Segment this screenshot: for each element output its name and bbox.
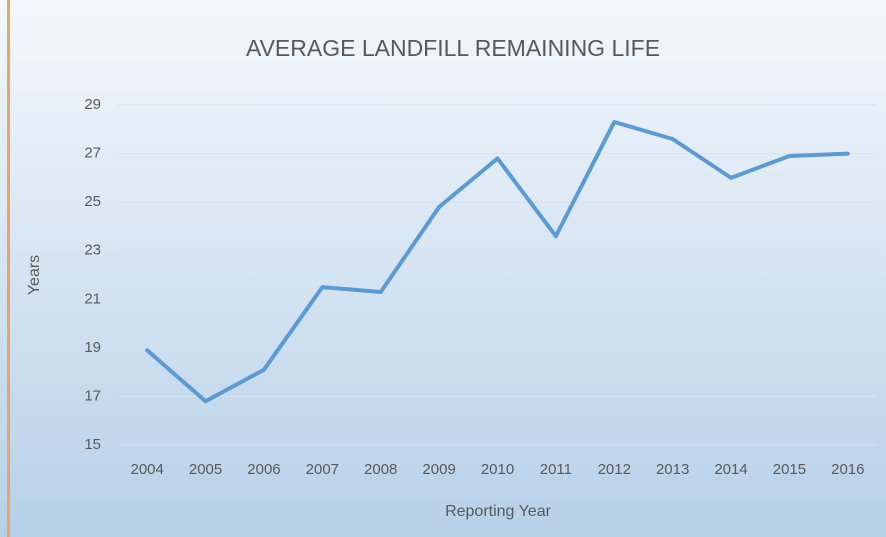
chart-title: AVERAGE LANDFILL REMAINING LIFE: [246, 35, 660, 61]
y-tick-label: 29: [84, 96, 101, 113]
x-tick-label: 2008: [364, 461, 397, 478]
x-tick-label: 2006: [247, 461, 280, 478]
x-tick-label: 2012: [598, 461, 631, 478]
x-tick-label: 2014: [714, 461, 747, 478]
x-tick-label: 2011: [540, 461, 572, 478]
x-tick-label: 2010: [481, 461, 514, 478]
x-tick-label: 2004: [131, 461, 164, 478]
x-axis-title: Reporting Year: [445, 503, 552, 520]
y-tick-label: 15: [84, 436, 101, 453]
left-border: [7, 0, 10, 537]
x-tick-label: 2005: [189, 461, 222, 478]
x-tick-label: 2007: [306, 461, 339, 478]
y-tick-label: 19: [84, 339, 101, 356]
y-tick-label: 27: [84, 145, 101, 162]
x-tick-label: 2015: [773, 461, 806, 478]
y-tick-label: 25: [84, 193, 101, 210]
y-tick-label: 23: [84, 242, 101, 259]
y-axis-title: Years: [26, 255, 43, 295]
data-line: [145, 120, 850, 404]
x-tick-label: 2013: [656, 461, 689, 478]
x-tick-label: 2016: [831, 461, 864, 478]
x-tick-label: 2009: [422, 461, 455, 478]
y-tick-label: 17: [84, 387, 101, 404]
y-tick-label: 21: [84, 290, 101, 307]
